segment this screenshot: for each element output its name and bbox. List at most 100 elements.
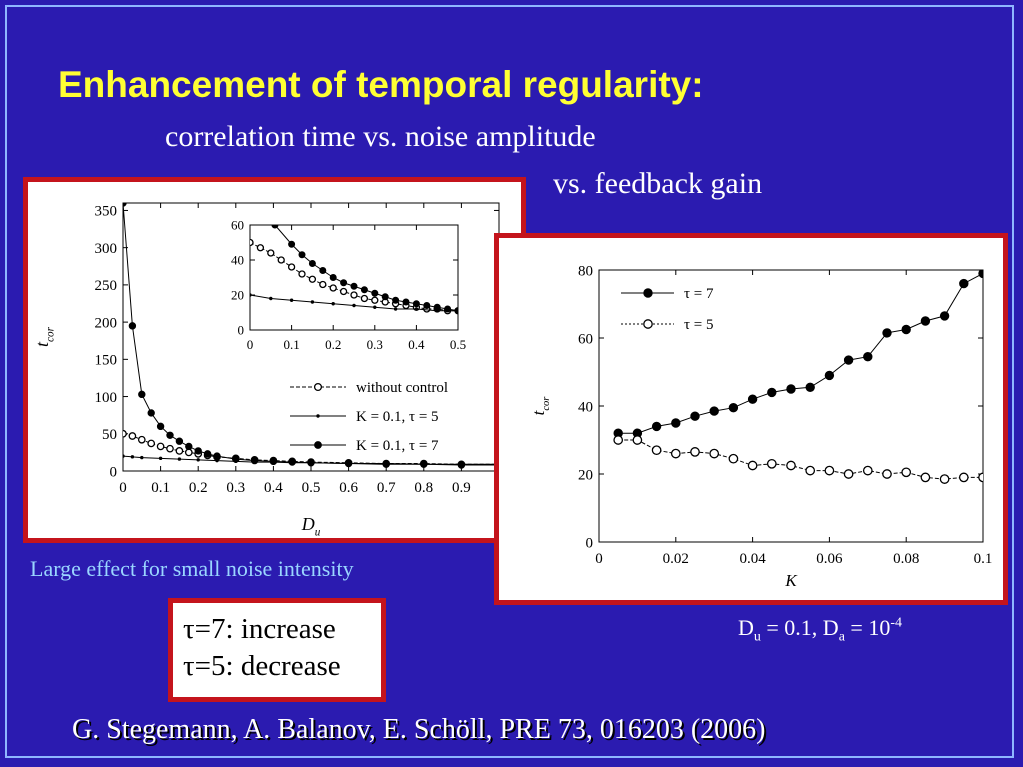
inset-xtick-label: 0.5 (450, 337, 466, 352)
left-main-data-point (123, 203, 127, 207)
left-ylabel-sub: cor (44, 326, 56, 342)
right-plot-frame (598, 269, 984, 543)
param-du-label: D (738, 615, 754, 640)
left-main-data-point (137, 435, 146, 444)
left-main-data-point (215, 458, 219, 463)
right-data-point (920, 472, 931, 483)
inset-data-point (393, 307, 398, 311)
inset-data-point (288, 240, 296, 248)
inset-data-point (339, 287, 348, 296)
right-data-point (786, 460, 796, 471)
left-main-data-point (457, 461, 466, 469)
right-xlabel-main: K (784, 571, 798, 590)
left-xlabel: Du (301, 514, 321, 538)
left-main-data-point (128, 432, 137, 440)
right-data-point (651, 445, 662, 456)
right-xtick-label: 0.08 (893, 551, 919, 567)
left-main-data-point (130, 455, 135, 459)
left-main-ytick-label: 250 (95, 278, 118, 294)
right-data-point (747, 394, 758, 404)
inset-data-point (256, 244, 265, 252)
inset-data-point (250, 293, 252, 297)
right-data-point (632, 435, 643, 445)
left-main-data-point (307, 459, 315, 467)
left-main-data-point (382, 460, 390, 468)
left-main-data-point (123, 429, 127, 438)
left-legend: without control K = 0.1, τ = 5 K = 0.1, τ … (290, 380, 448, 454)
inset-data-point (289, 298, 294, 302)
right-xtick-label: 0.1 (974, 551, 993, 567)
left-main-xtick-label: 0 (119, 480, 127, 496)
left-main-xtick-label: 0.5 (302, 480, 321, 496)
left-main-data-point (147, 439, 156, 448)
right-ytick-label: 40 (578, 399, 593, 415)
left-main-data-point (185, 442, 193, 451)
left-main-xtick-label: 0.9 (452, 480, 471, 496)
left-main-data-point (213, 452, 221, 460)
left-main-data-point (194, 447, 202, 455)
left-main-data-point (123, 454, 125, 458)
inset-xtick-label: 0.2 (325, 337, 341, 352)
tau-summary-box: τ=7: increase τ=5: decrease (168, 598, 386, 702)
left-main-data-point (250, 456, 259, 465)
right-xtick-label: 0.02 (663, 551, 689, 567)
right-data-point (939, 311, 950, 321)
right-ylabel: tcor (529, 396, 552, 416)
inset-data-point (412, 300, 420, 308)
left-legend-label: K = 0.1, τ = 7 (356, 438, 439, 454)
inset-ytick-label: 20 (231, 288, 244, 303)
inset-data-point (267, 249, 275, 257)
inset-data-point (360, 294, 369, 303)
right-data-point (958, 472, 969, 483)
left-main-xtick-label: 0.2 (189, 480, 208, 496)
inset-data-point (310, 300, 315, 304)
left-main-data-point (344, 459, 353, 468)
left-main-data-point (269, 457, 278, 466)
left-legend-label: K = 0.1, τ = 5 (356, 409, 439, 425)
left-main-data-point (177, 457, 182, 461)
right-series-1 (613, 435, 983, 484)
inset-data-point (402, 298, 410, 306)
slide-frame (5, 5, 1014, 758)
inset-data-point (414, 307, 419, 311)
inset-ytick-label: 40 (231, 253, 244, 268)
right-data-point (766, 458, 777, 469)
left-main-ytick-label: 150 (95, 353, 118, 369)
left-xlabel-sub: u (315, 526, 321, 538)
left-main-ytick-label: 100 (95, 390, 118, 406)
right-data-point (690, 447, 700, 457)
inset-data-point (350, 291, 358, 299)
left-ylabel-main: t (32, 341, 52, 347)
left-main-xtick-label: 0.6 (339, 480, 358, 496)
left-chart-svg: 00.10.20.30.40.50.60.70.80.9105010015020… (32, 202, 503, 538)
right-data-point (863, 352, 873, 362)
right-ylabel-main: t (529, 409, 548, 415)
inset-data-point (433, 303, 441, 311)
inset-xtick-label: 0 (247, 337, 254, 352)
right-data-point (843, 469, 854, 479)
inset-data-point (269, 296, 273, 301)
tau5-summary: τ=5: decrease (183, 650, 341, 682)
right-ytick-label: 60 (578, 331, 593, 347)
tau7-summary: τ=7: increase (183, 613, 336, 645)
left-main-ytick-label: 300 (95, 241, 118, 257)
right-data-point (862, 465, 873, 476)
parameter-note: Du = 0.1, Da = 10-4 (738, 615, 902, 645)
inset-plot-frame (249, 224, 459, 331)
left-main-xtick-label: 0.4 (264, 480, 283, 496)
left-main-ytick-label: 350 (95, 204, 118, 220)
param-exp: -4 (890, 615, 902, 631)
left-main-data-point (138, 390, 146, 399)
right-data-point (882, 328, 892, 338)
right-xlabel: K (784, 571, 798, 590)
right-data-point (901, 467, 912, 478)
left-legend-label: without control (356, 380, 448, 396)
inset-data-point (444, 305, 452, 313)
left-xlabel-main: D (301, 514, 315, 534)
left-main-data-point (156, 442, 165, 451)
right-legend-label: τ = 5 (684, 317, 714, 333)
param-da-sub: a (838, 629, 845, 645)
left-main-data-point (147, 409, 155, 417)
param-eq: = 10 (844, 615, 891, 640)
